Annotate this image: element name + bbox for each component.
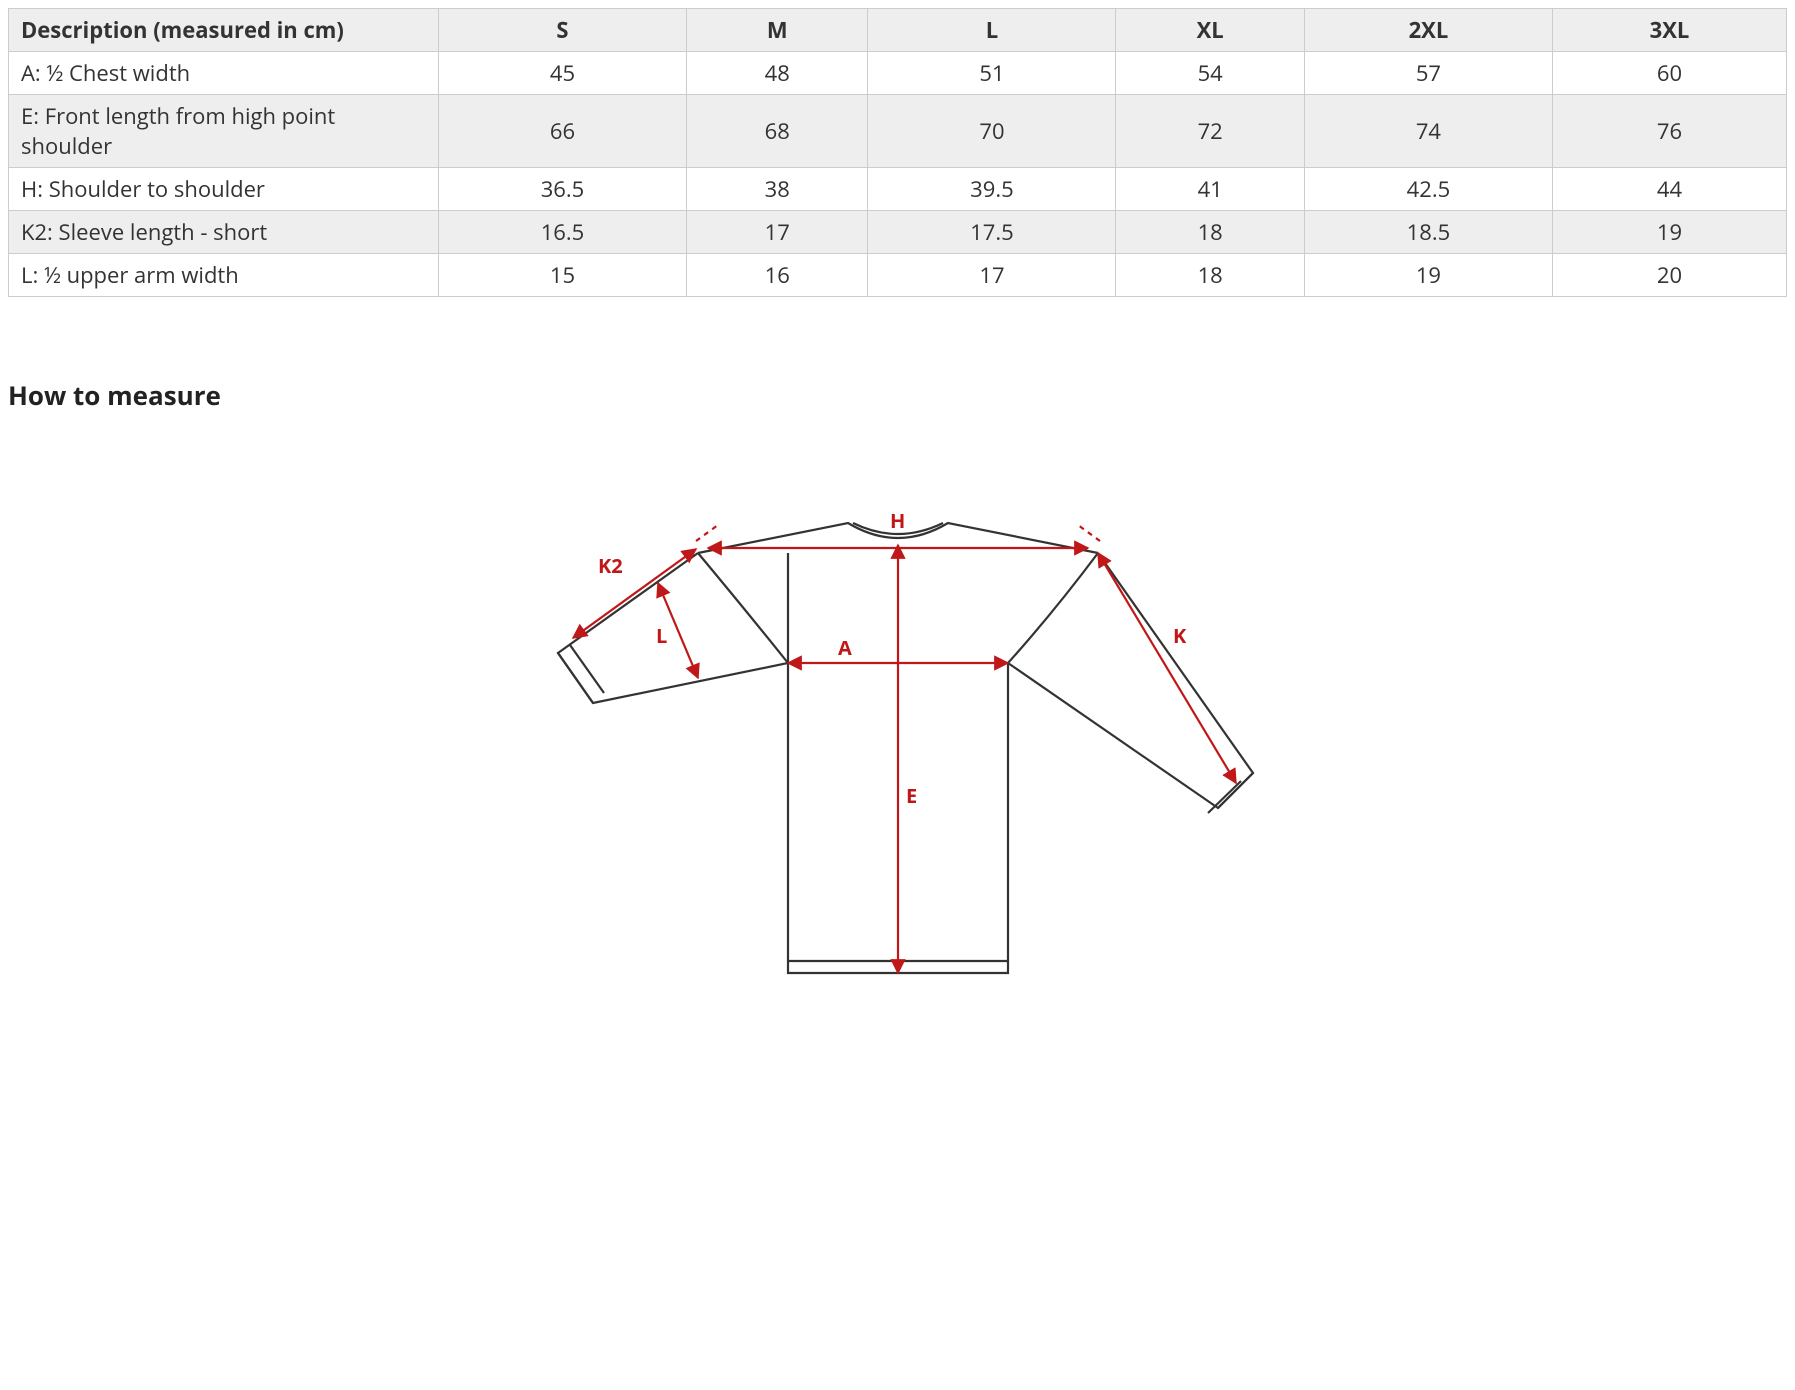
cell: 42.5 — [1304, 168, 1552, 211]
how-to-measure-heading: How to measure — [8, 377, 1787, 413]
col-size: XL — [1116, 9, 1305, 52]
cell: 54 — [1116, 52, 1305, 95]
col-size: L — [868, 9, 1116, 52]
table-row: H: Shoulder to shoulder 36.5 38 39.5 41 … — [9, 168, 1787, 211]
cell: 70 — [868, 95, 1116, 168]
cell: 72 — [1116, 95, 1305, 168]
row-label: A: ½ Chest width — [9, 52, 439, 95]
cell: 44 — [1552, 168, 1786, 211]
shirt-diagram-svg: H A E K K2 L — [518, 453, 1278, 1013]
cell: 16 — [686, 254, 868, 297]
cell: 66 — [439, 95, 687, 168]
cell: 39.5 — [868, 168, 1116, 211]
cell: 76 — [1552, 95, 1786, 168]
table-row: L: ½ upper arm width 15 16 17 18 19 20 — [9, 254, 1787, 297]
cell: 19 — [1552, 211, 1786, 254]
size-chart-table: Description (measured in cm) S M L XL 2X… — [8, 8, 1787, 297]
cell: 74 — [1304, 95, 1552, 168]
table-header-row: Description (measured in cm) S M L XL 2X… — [9, 9, 1787, 52]
cell: 17 — [686, 211, 868, 254]
size-chart-body: A: ½ Chest width 45 48 51 54 57 60 E: Fr… — [9, 52, 1787, 297]
dim-label-l: L — [656, 622, 667, 649]
dim-label-a: A — [838, 634, 852, 661]
cell: 17 — [868, 254, 1116, 297]
dim-label-k2: K2 — [598, 552, 623, 579]
table-row: A: ½ Chest width 45 48 51 54 57 60 — [9, 52, 1787, 95]
col-description: Description (measured in cm) — [9, 9, 439, 52]
cell: 45 — [439, 52, 687, 95]
cell: 19 — [1304, 254, 1552, 297]
cell: 60 — [1552, 52, 1786, 95]
table-row: E: Front length from high point shoulder… — [9, 95, 1787, 168]
row-label: E: Front length from high point shoulder — [9, 95, 439, 168]
cell: 18 — [1116, 211, 1305, 254]
cell: 51 — [868, 52, 1116, 95]
cell: 17.5 — [868, 211, 1116, 254]
measurement-diagram: H A E K K2 L — [8, 453, 1787, 1013]
col-size: 2XL — [1304, 9, 1552, 52]
dim-label-e: E — [906, 782, 917, 809]
row-label: K2: Sleeve length - short — [9, 211, 439, 254]
cell: 57 — [1304, 52, 1552, 95]
cell: 41 — [1116, 168, 1305, 211]
cell: 68 — [686, 95, 868, 168]
table-row: K2: Sleeve length - short 16.5 17 17.5 1… — [9, 211, 1787, 254]
cell: 20 — [1552, 254, 1786, 297]
cell: 36.5 — [439, 168, 687, 211]
col-size: 3XL — [1552, 9, 1786, 52]
dim-label-h: H — [890, 507, 905, 534]
cell: 18.5 — [1304, 211, 1552, 254]
row-label: L: ½ upper arm width — [9, 254, 439, 297]
cell: 16.5 — [439, 211, 687, 254]
dim-label-k: K — [1173, 622, 1187, 649]
cell: 15 — [439, 254, 687, 297]
col-size: S — [439, 9, 687, 52]
cell: 18 — [1116, 254, 1305, 297]
col-size: M — [686, 9, 868, 52]
row-label: H: Shoulder to shoulder — [9, 168, 439, 211]
cell: 48 — [686, 52, 868, 95]
cell: 38 — [686, 168, 868, 211]
